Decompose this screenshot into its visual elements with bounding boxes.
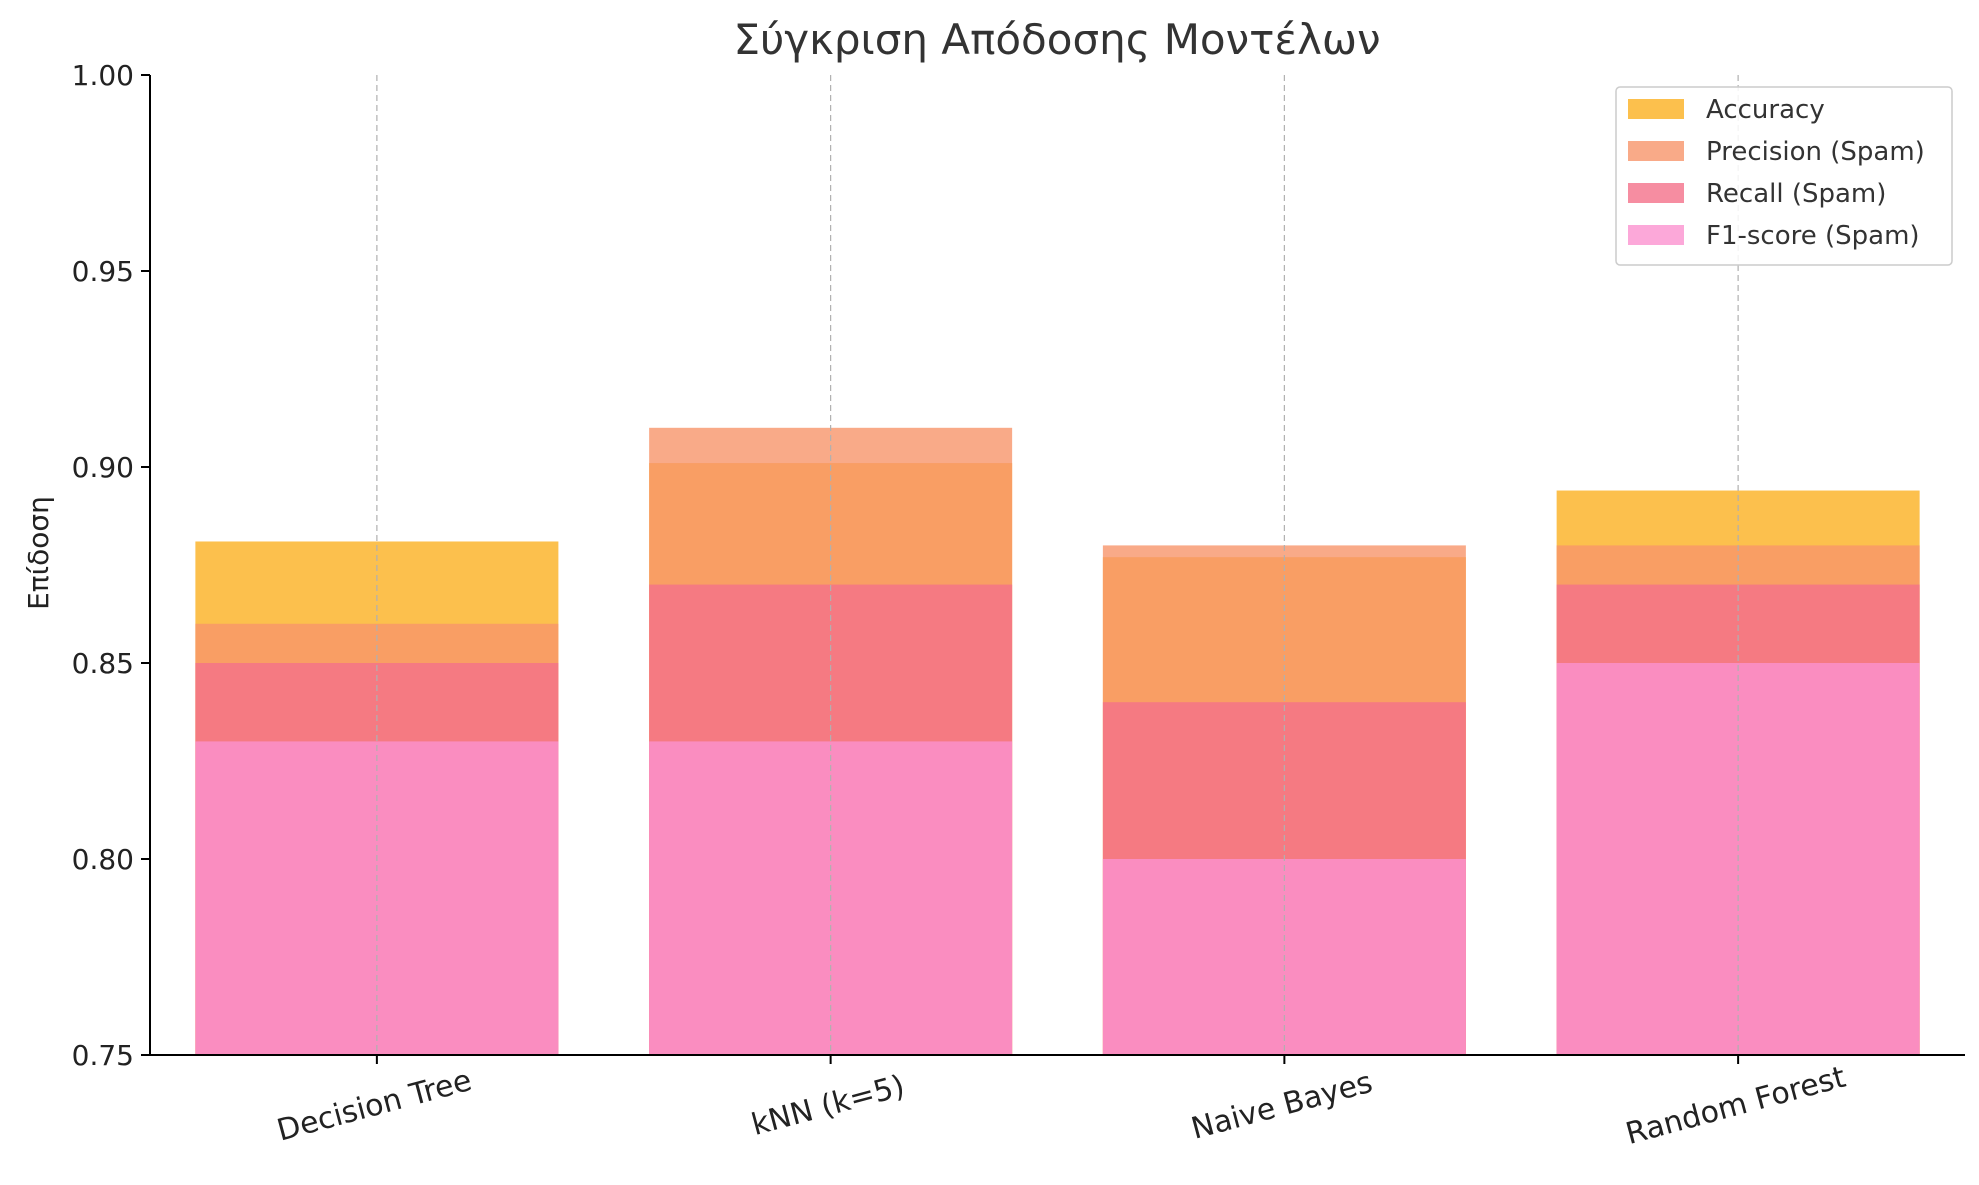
legend-swatch	[1628, 141, 1684, 161]
vertical-gridlines	[376, 75, 1739, 1055]
legend-box	[1615, 86, 1953, 266]
y-tick-label: 0.90	[72, 451, 134, 484]
y-tick-label: 0.85	[72, 647, 134, 680]
x-tick-label: Decision Tree	[273, 1063, 475, 1149]
legend-swatch	[1628, 183, 1684, 203]
legend: Accuracy Precision (Spam) Recall (Spam) F1-…	[1615, 86, 1953, 266]
legend-label: F1-score (Spam)	[1706, 221, 1920, 251]
x-tick-label: Random Forest	[1622, 1060, 1849, 1152]
legend-swatch	[1628, 99, 1684, 119]
y-axis-label: Επίδοση	[22, 496, 55, 610]
x-tick-label: Naive Bayes	[1188, 1065, 1376, 1147]
bars-layer	[195, 427, 1920, 1056]
legend-label: Accuracy	[1706, 95, 1825, 125]
y-tick-label: 0.80	[72, 843, 134, 876]
x-tick-label: kNN (k=5)	[748, 1069, 909, 1143]
legend-swatch	[1628, 225, 1684, 245]
y-tick-label: 0.95	[72, 255, 134, 288]
legend-label: Recall (Spam)	[1706, 179, 1886, 209]
y-tick-label: 0.75	[72, 1039, 134, 1072]
legend-label: Precision (Spam)	[1706, 137, 1925, 167]
y-tick-label: 1.00	[72, 59, 134, 92]
chart-title: Σύγκριση Απόδοσης Μοντέλων	[733, 15, 1380, 64]
